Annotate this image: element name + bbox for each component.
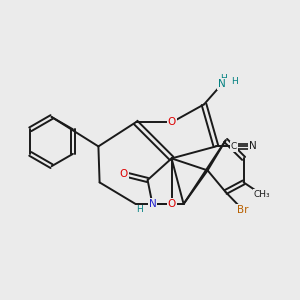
Text: C: C <box>231 142 237 151</box>
Text: H: H <box>231 77 238 86</box>
Text: H: H <box>136 205 143 214</box>
Text: Br: Br <box>237 205 249 215</box>
Text: N: N <box>148 199 156 209</box>
Text: O: O <box>167 199 176 209</box>
Text: O: O <box>119 169 128 179</box>
Text: CH₃: CH₃ <box>253 190 270 199</box>
Text: N: N <box>249 141 256 152</box>
Text: O: O <box>167 117 176 128</box>
Text: H: H <box>220 74 227 83</box>
Text: N: N <box>218 79 226 89</box>
